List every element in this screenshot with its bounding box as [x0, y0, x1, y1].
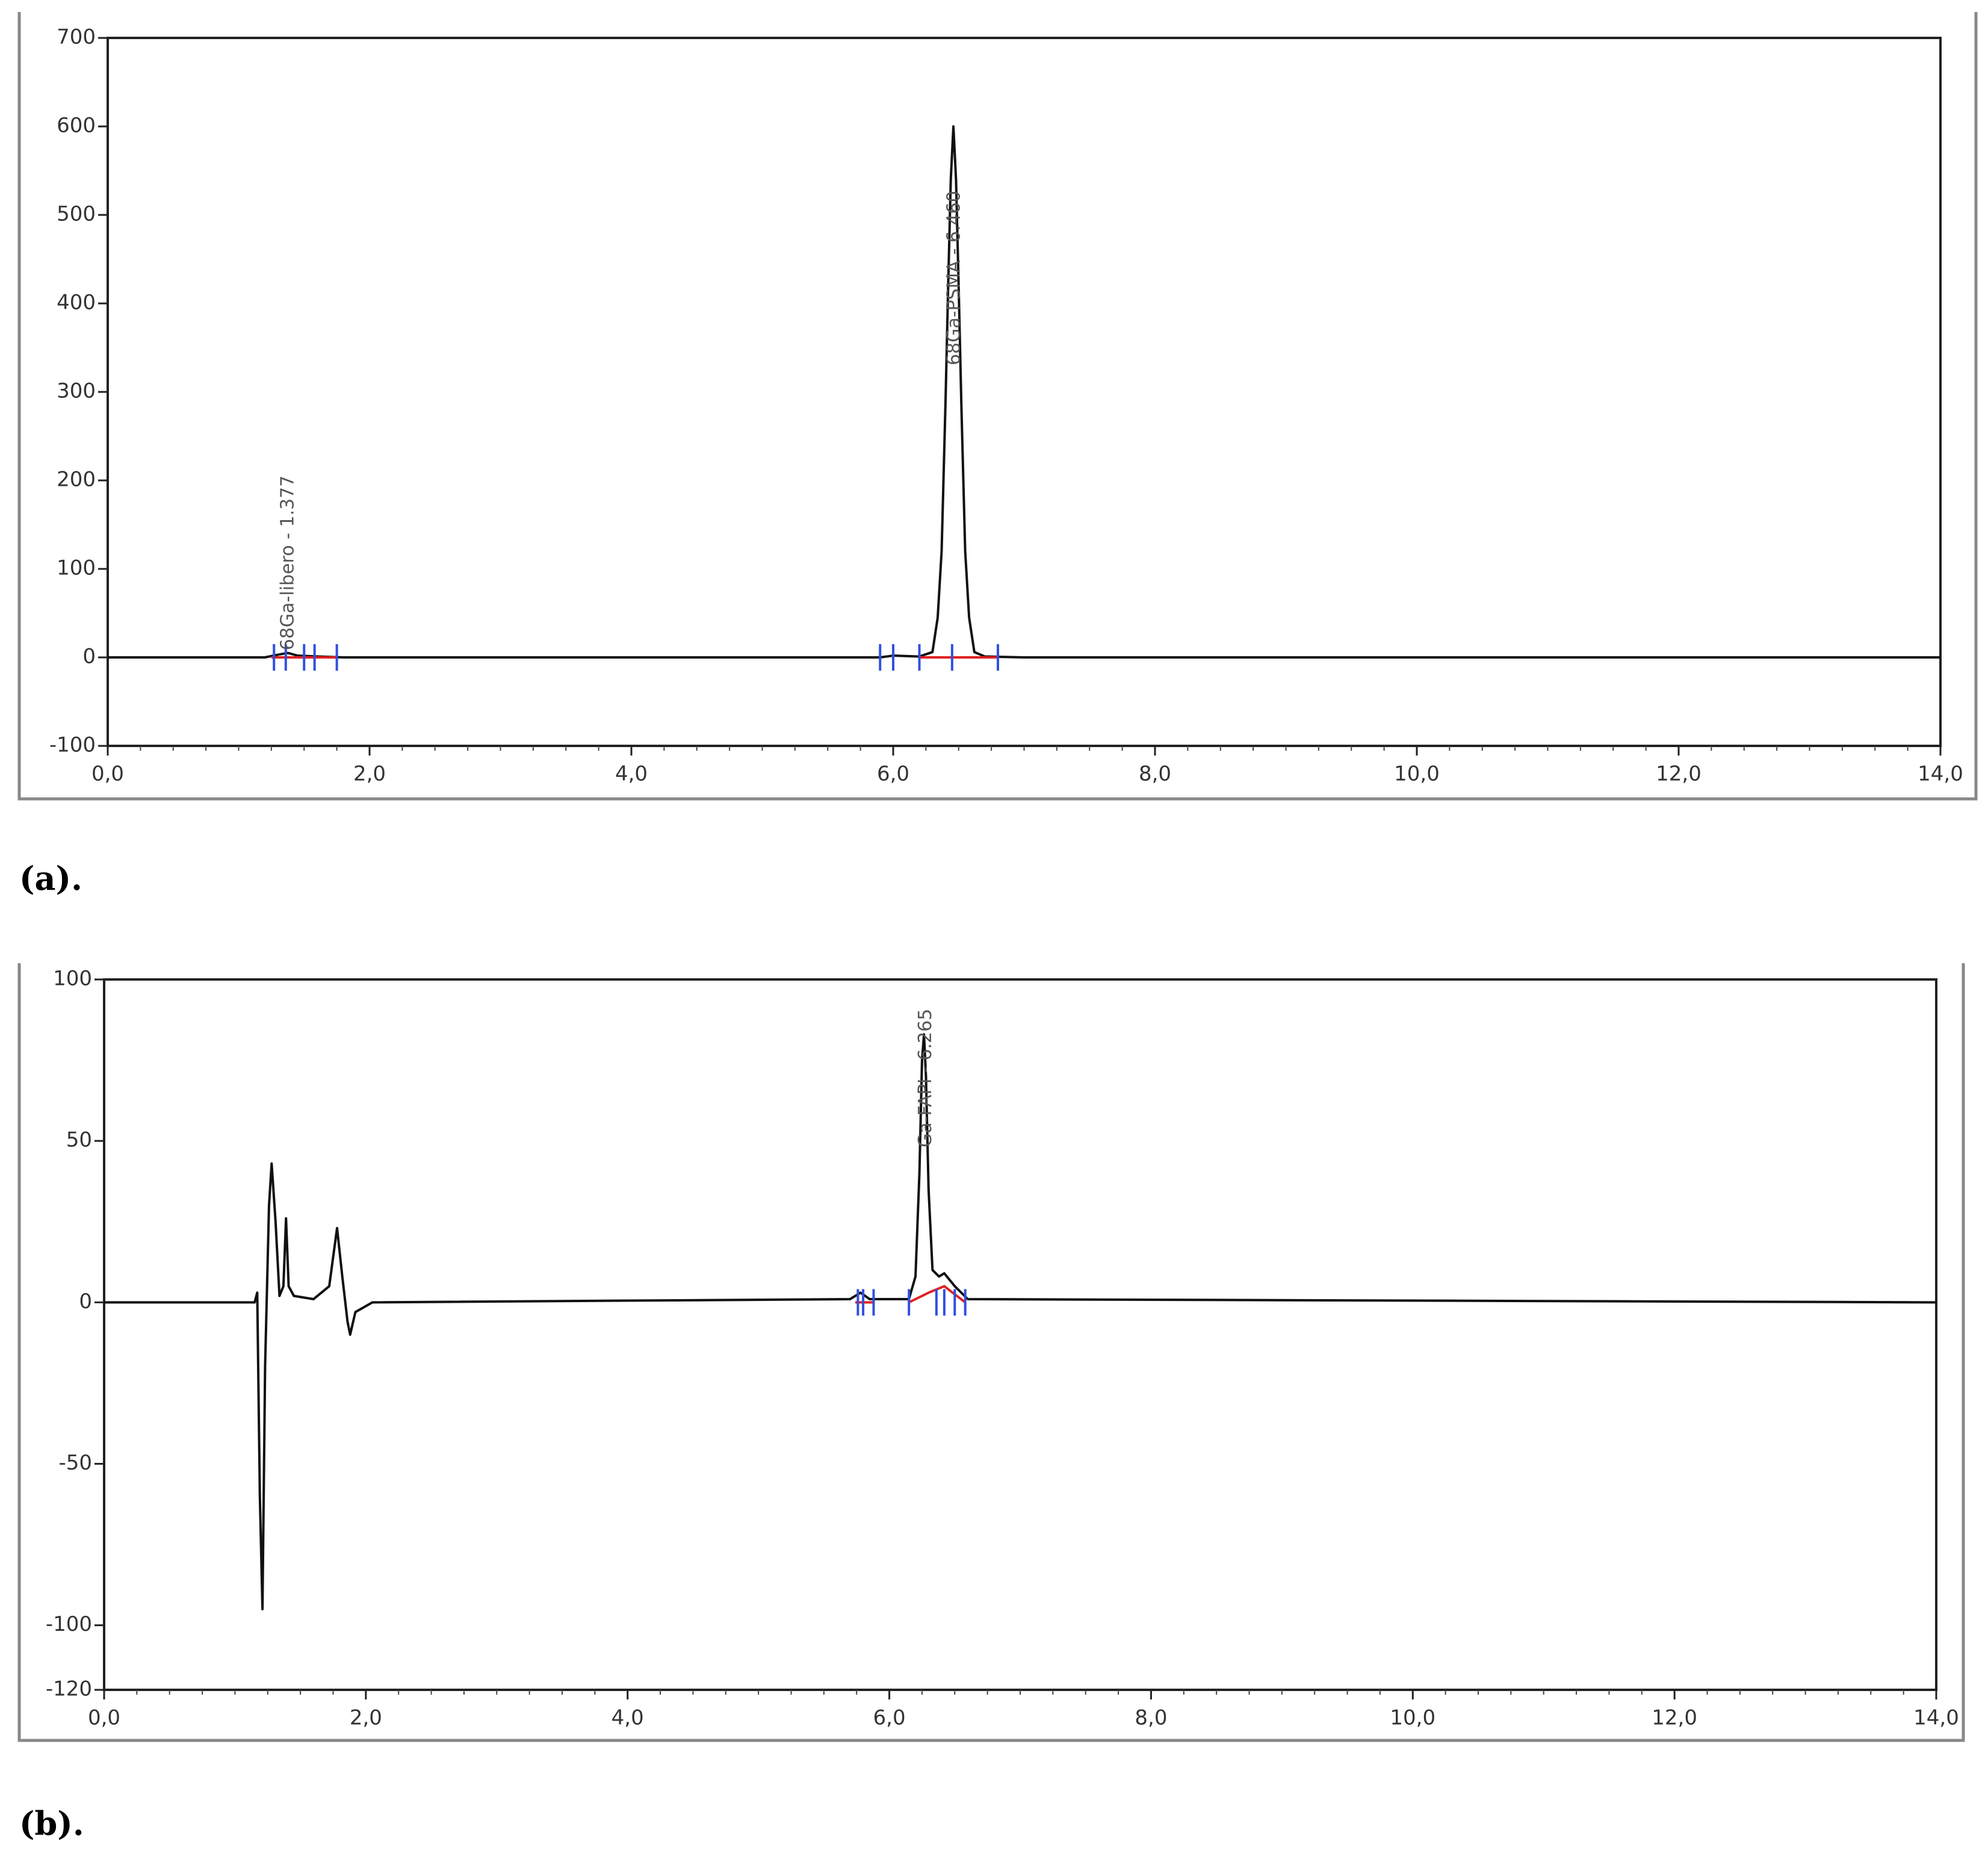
x-tick-label: 14,0: [1913, 1706, 1959, 1730]
x-tick-label: 6,0: [873, 1706, 906, 1730]
y-tick-label: -120: [46, 1677, 92, 1701]
x-tick-label: 2,0: [350, 1706, 382, 1730]
x-tick-label: 0,0: [91, 762, 124, 786]
y-tick-label: -100: [49, 733, 96, 757]
outer-frame: [17, 963, 1965, 1742]
peak-label: Ga-FAPI - 6.265: [915, 1009, 936, 1147]
x-tick-label: 6,0: [877, 762, 909, 786]
x-tick-label: 4,0: [615, 762, 648, 786]
x-tick-label: 14,0: [1918, 762, 1963, 786]
y-tick-label: 400: [57, 291, 96, 315]
y-tick-label: 700: [57, 25, 96, 49]
caption: (b).: [19, 1804, 84, 1843]
y-tick-label: 100: [57, 556, 96, 580]
x-tick-label: 0,0: [88, 1706, 120, 1730]
y-tick-label: 0: [82, 645, 96, 669]
plot-frame: [107, 37, 1942, 747]
y-tick-label: 50: [66, 1128, 92, 1152]
y-tick-label: 300: [57, 379, 96, 403]
x-tick-label: 8,0: [1135, 1706, 1167, 1730]
y-tick-label: 0: [79, 1290, 92, 1314]
x-tick-label: 2,0: [353, 762, 386, 786]
peak-label: 68Ga-libero - 1.377: [277, 476, 299, 651]
y-tick-label: 500: [57, 202, 96, 226]
outer-frame: [17, 12, 1978, 801]
x-tick-label: 4,0: [612, 1706, 644, 1730]
x-tick-label: 10,0: [1390, 1706, 1435, 1730]
y-tick-label: -100: [46, 1612, 92, 1636]
trace: [108, 125, 1940, 659]
x-tick-label: 12,0: [1652, 1706, 1697, 1730]
y-tick-label: 600: [57, 114, 96, 138]
x-tick-label: 12,0: [1656, 762, 1702, 786]
plot-frame: [103, 978, 1937, 1691]
x-tick-label: 10,0: [1394, 762, 1440, 786]
y-tick-label: 200: [57, 468, 96, 492]
trace: [104, 1033, 1937, 1610]
peak-label: 68Ga-PSMA - 6.460: [944, 191, 965, 365]
y-tick-label: -50: [58, 1451, 92, 1475]
y-tick-label: 100: [53, 967, 92, 991]
x-tick-label: 8,0: [1139, 762, 1171, 786]
caption: (a).: [19, 859, 82, 898]
